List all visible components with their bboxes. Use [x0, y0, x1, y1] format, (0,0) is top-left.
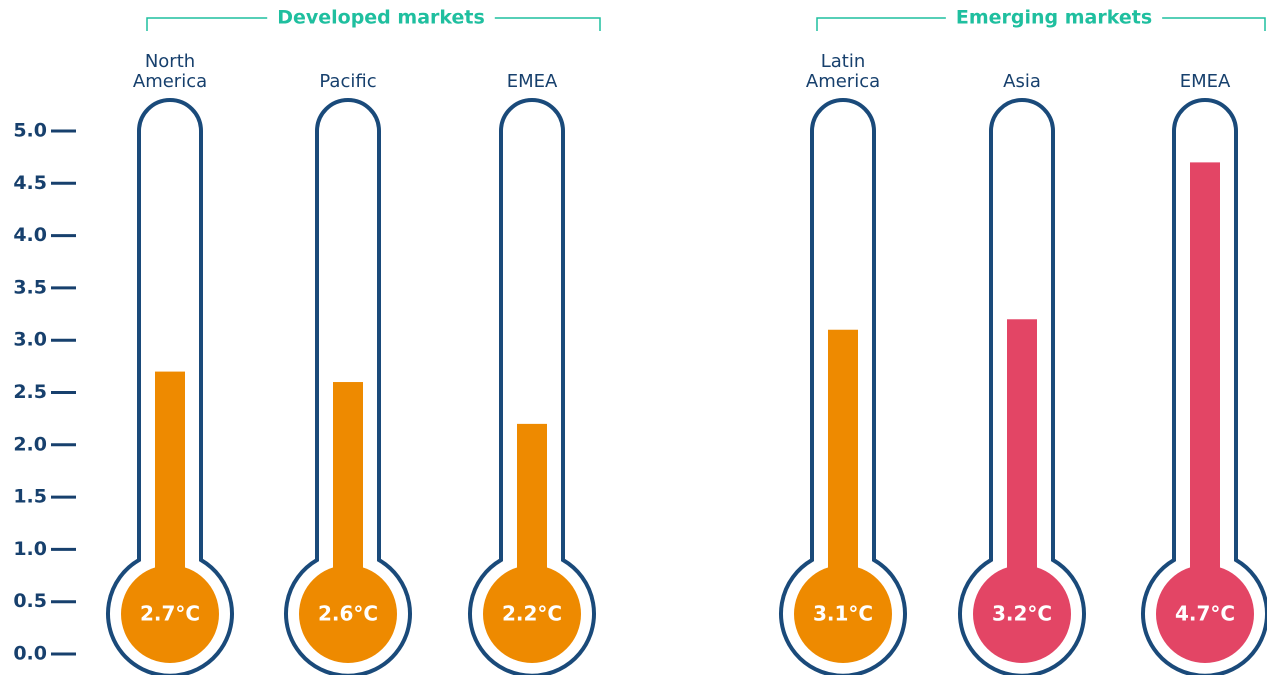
bar — [333, 382, 363, 600]
bar — [155, 371, 185, 600]
y-tick-label: 4.5 — [13, 172, 47, 194]
category-label: North America — [132, 51, 208, 92]
bar — [828, 329, 858, 600]
category-label: Asia — [1003, 71, 1041, 92]
category-label: Latin America — [805, 51, 881, 92]
group-label: Developed markets — [277, 7, 485, 29]
bar — [517, 423, 547, 600]
group-label-bg — [267, 6, 495, 29]
y-tick-label: 3.0 — [13, 329, 47, 351]
bar — [1190, 162, 1220, 600]
y-tick-label: 0.5 — [13, 590, 47, 612]
group-label-bg — [945, 6, 1163, 29]
y-tick-label: 2.0 — [13, 433, 47, 455]
thermometer-outline — [468, 98, 596, 675]
y-tick-label: 0.0 — [13, 643, 47, 665]
thermometer-bulb — [1156, 565, 1254, 663]
category-label: EMEA — [1179, 71, 1231, 92]
thermometer-bulb — [121, 565, 219, 663]
value-label: 2.7°C — [140, 602, 200, 626]
thermometer-bulb — [483, 565, 581, 663]
y-tick-label: 1.5 — [13, 486, 47, 508]
bar — [1007, 319, 1037, 600]
value-label: 2.2°C — [502, 602, 562, 626]
y-tick-label: 5.0 — [13, 120, 47, 142]
thermometer-bulb — [794, 565, 892, 663]
value-label: 4.7°C — [1175, 602, 1235, 626]
thermometer-bulb — [973, 565, 1071, 663]
y-tick-label: 4.0 — [13, 224, 47, 246]
category-label: EMEA — [506, 71, 558, 92]
value-label: 2.6°C — [318, 602, 378, 626]
y-tick-label: 1.0 — [13, 538, 47, 560]
value-label: 3.1°C — [813, 602, 873, 626]
thermometer-bulb — [299, 565, 397, 663]
value-label: 3.2°C — [992, 602, 1052, 626]
y-tick-label: 3.5 — [13, 276, 47, 298]
y-tick-label: 2.5 — [13, 381, 47, 403]
category-label: Pacific — [319, 71, 377, 92]
group-label: Emerging markets — [956, 7, 1152, 29]
